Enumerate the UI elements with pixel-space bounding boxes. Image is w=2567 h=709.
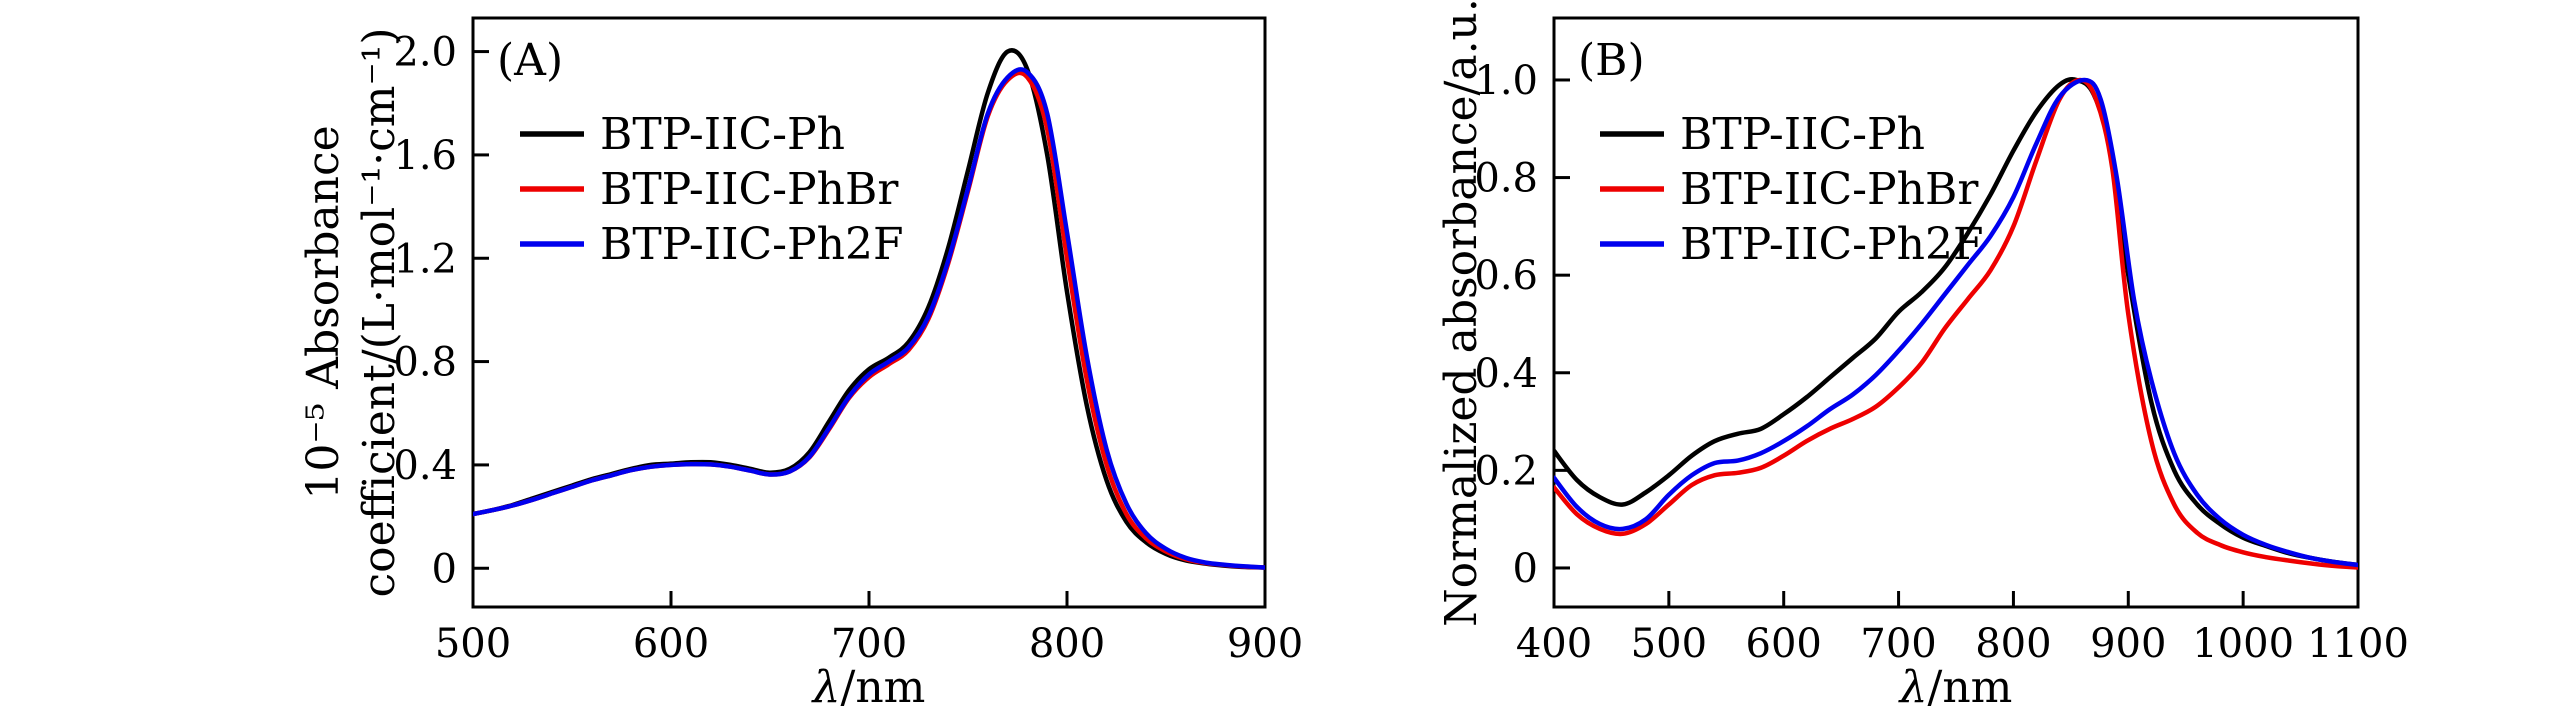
y-axis-label: 10⁻⁵ Absorbance bbox=[298, 125, 349, 499]
x-tick-label: 500 bbox=[435, 621, 511, 667]
legend-label: BTP-IIC-Ph2F bbox=[1680, 219, 1984, 270]
y-axis-label: coefficient/(L·mol⁻¹·cm⁻¹) bbox=[354, 27, 405, 597]
y-tick-label: 1.0 bbox=[1474, 58, 1538, 104]
y-tick-label: 0.8 bbox=[1474, 156, 1538, 202]
legend-label: BTP-IIC-Ph2F bbox=[600, 219, 904, 270]
y-tick-label: 0 bbox=[432, 546, 457, 592]
series-line-BTP-IIC-Ph2F bbox=[1554, 77, 2358, 568]
y-tick-label: 0.2 bbox=[1474, 448, 1538, 494]
plot-box bbox=[471, 16, 1267, 609]
chart-A: 500 600 700 800 900 0 0.4 0.8 1.2 1.6 2.0 BTP-IIC-P… bbox=[298, 16, 1303, 709]
y-tick-label: 0.6 bbox=[1474, 253, 1538, 299]
x-tick-label: 900 bbox=[2090, 621, 2166, 667]
legend-label: BTP-IIC-Ph bbox=[1680, 109, 1925, 160]
series-line-BTP-IIC-PhBr bbox=[473, 70, 1265, 570]
x-tick-label: 500 bbox=[1631, 621, 1707, 667]
series-line-BTP-IIC-Ph2F bbox=[473, 67, 1265, 570]
x-axis-label: λ/nm bbox=[1898, 662, 2013, 709]
y-tick-label: 2.0 bbox=[393, 30, 457, 76]
y-tick-label: 0.8 bbox=[393, 340, 457, 386]
legend-label: BTP-IIC-PhBr bbox=[600, 164, 899, 215]
panel-label: (A) bbox=[497, 35, 563, 86]
plot-box bbox=[1552, 16, 2360, 609]
x-tick-label: 900 bbox=[1227, 621, 1303, 667]
y-tick-label: 1.6 bbox=[393, 133, 457, 179]
legend-label: BTP-IIC-Ph bbox=[600, 109, 845, 160]
series-line-BTP-IIC-Ph bbox=[473, 48, 1265, 570]
series-line-BTP-IIC-Ph bbox=[1554, 77, 2358, 568]
x-tick-label: 1100 bbox=[2307, 621, 2409, 667]
panel-label: (B) bbox=[1578, 35, 1645, 86]
x-tick-label: 700 bbox=[831, 621, 907, 667]
x-tick-label: 600 bbox=[1746, 621, 1822, 667]
y-tick-label: 0.4 bbox=[393, 443, 457, 489]
x-tick-label: 400 bbox=[1516, 621, 1592, 667]
x-axis-label: λ/nm bbox=[811, 662, 926, 709]
legend-label: BTP-IIC-PhBr bbox=[1680, 164, 1979, 215]
series-line-BTP-IIC-PhBr bbox=[1554, 77, 2358, 570]
x-tick-label: 600 bbox=[633, 621, 709, 667]
x-tick-label: 1000 bbox=[2192, 621, 2294, 667]
y-tick-label: 0.4 bbox=[1474, 351, 1538, 397]
y-tick-label: 1.2 bbox=[393, 236, 457, 282]
y-tick-label: 0 bbox=[1513, 546, 1538, 592]
x-tick-label: 800 bbox=[1975, 621, 2051, 667]
x-tick-label: 800 bbox=[1029, 621, 1105, 667]
chart-B: 400 500 600 700 800 900 1000 1100 0 0.2 0.4 0.6 0.8 1… bbox=[1436, 0, 2409, 709]
y-axis-label: Normalized absorbance/a.u. bbox=[1436, 0, 1487, 627]
x-tick-label: 700 bbox=[1860, 621, 1936, 667]
